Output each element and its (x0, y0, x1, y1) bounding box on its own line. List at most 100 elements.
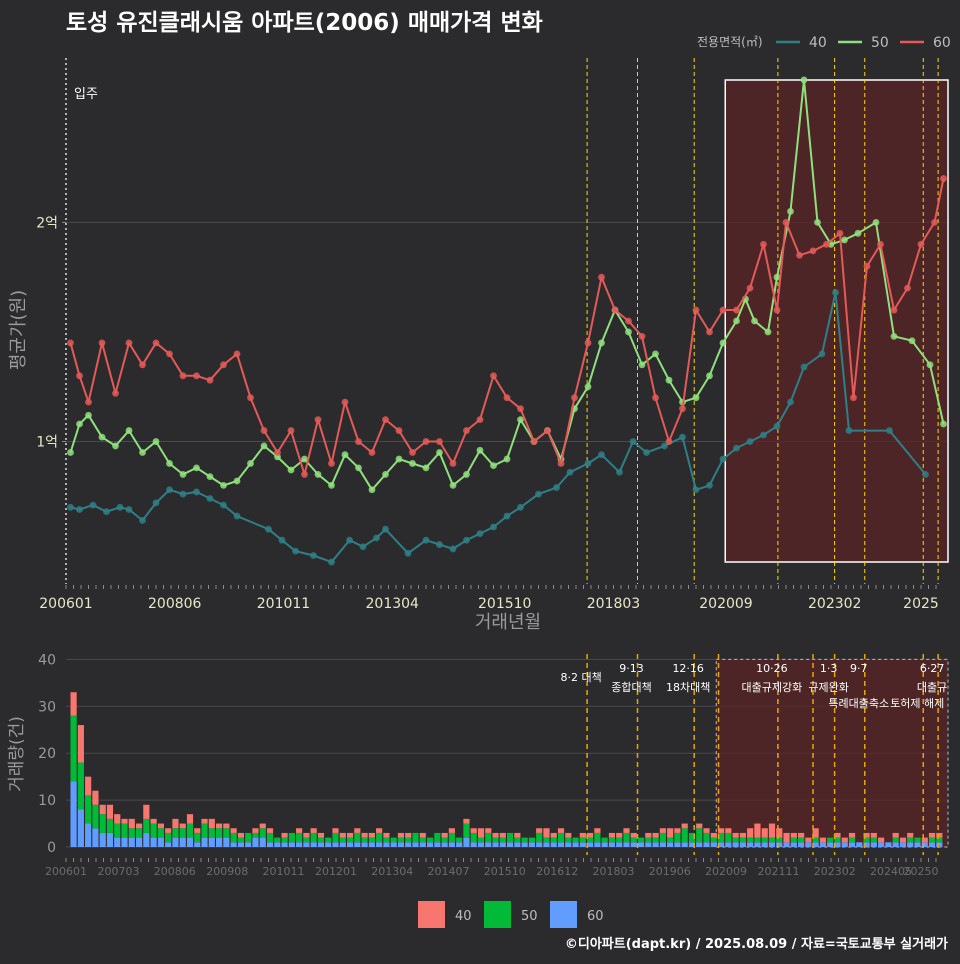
bar-40 (587, 832, 594, 838)
bar-50 (186, 823, 194, 838)
bar-40 (317, 832, 325, 838)
series-point-40 (220, 501, 227, 509)
bar-50 (870, 837, 877, 843)
bar-60 (572, 842, 579, 847)
bar-40 (616, 832, 623, 838)
series-point-50 (638, 361, 646, 369)
bar-60 (768, 842, 776, 847)
bar-60 (710, 842, 717, 847)
legend-title: 전용면적(㎡) (697, 35, 763, 49)
bar-60 (310, 842, 317, 847)
bar-40 (332, 828, 339, 833)
bar-60 (448, 842, 455, 847)
bar-60 (870, 842, 877, 847)
bar-50 (914, 837, 921, 843)
bar-60 (346, 842, 354, 847)
bar-50 (368, 837, 375, 843)
bar-40 (608, 832, 616, 838)
series-point-50 (260, 442, 268, 450)
bar-40 (463, 818, 470, 824)
series-point-40 (629, 438, 637, 445)
bar-60 (514, 842, 521, 847)
bar-40 (812, 828, 819, 838)
bar-50 (645, 837, 652, 843)
bar-50 (681, 828, 688, 843)
bar-60 (885, 842, 892, 847)
bottom-legend-label-40: 40 (455, 909, 472, 924)
bar-50 (346, 837, 354, 843)
bottom-highlight (715, 658, 949, 848)
bottom-x-tick-label-8: 201510 (484, 865, 526, 878)
bar-60 (914, 842, 921, 847)
bar-50 (608, 837, 616, 843)
series-point-40 (746, 438, 754, 445)
top-y-tick-label-1: 2억 (36, 215, 58, 231)
bar-50 (907, 837, 914, 843)
bar-40 (550, 832, 557, 838)
bottom-x-tick-label-5: 201201 (315, 865, 357, 878)
series-point-40 (661, 442, 668, 450)
bar-50 (266, 832, 274, 843)
bar-50 (696, 828, 703, 843)
series-point-60 (67, 339, 74, 347)
bar-60 (230, 842, 237, 847)
series-point-50 (476, 446, 484, 454)
policy-date-1: 9·13 (619, 662, 644, 675)
series-point-50 (692, 394, 700, 402)
series-point-50 (368, 486, 376, 494)
top-x-tick-label-1: 200806 (148, 596, 202, 612)
series-point-60 (665, 438, 673, 445)
bar-60 (121, 837, 128, 847)
series-point-40 (719, 455, 727, 463)
bar-50 (623, 832, 630, 843)
bar-50 (296, 832, 303, 843)
series-point-50 (787, 208, 794, 215)
bar-60 (674, 842, 681, 847)
series-point-50 (665, 376, 673, 384)
series-point-60 (382, 416, 389, 424)
series-point-40 (922, 471, 929, 478)
bar-50 (77, 762, 84, 810)
bar-50 (499, 837, 506, 843)
bar-60 (470, 842, 477, 847)
bar-50 (725, 832, 732, 843)
series-point-40 (503, 512, 511, 520)
bar-40 (499, 832, 506, 838)
bar-40 (652, 832, 659, 838)
series-point-50 (719, 339, 727, 347)
bar-40 (216, 823, 223, 829)
series-point-60 (206, 376, 214, 384)
bar-50 (99, 814, 106, 833)
series-point-50 (355, 464, 362, 472)
bar-40 (747, 828, 754, 838)
series-point-50 (139, 449, 146, 456)
series-point-60 (746, 284, 754, 292)
bar-60 (645, 842, 652, 847)
bar-60 (652, 842, 659, 847)
series-point-40 (566, 468, 574, 476)
series-point-60 (544, 427, 551, 434)
series-point-40 (310, 552, 317, 559)
bar-60 (608, 842, 616, 847)
bar-60 (266, 842, 274, 847)
series-point-40 (584, 460, 592, 467)
bar-40 (921, 837, 928, 843)
bar-40 (768, 823, 776, 838)
series-point-40 (359, 543, 367, 551)
chart-title: 토성 유진클래시움 아파트(2006) 매매가격 변화 (66, 10, 543, 36)
series-point-40 (449, 545, 457, 553)
bar-60 (587, 842, 594, 847)
series-point-60 (220, 361, 227, 369)
bar-50 (717, 832, 725, 843)
bar-40 (346, 832, 354, 838)
bar-60 (477, 842, 485, 847)
series-point-50 (773, 273, 781, 281)
bar-40 (77, 725, 84, 763)
series-point-50 (76, 420, 83, 428)
series-point-60 (850, 394, 857, 402)
bar-50 (616, 837, 623, 843)
series-point-40 (67, 503, 74, 511)
bar-60 (223, 837, 230, 847)
series-point-60 (760, 240, 767, 248)
bar-60 (703, 842, 710, 847)
